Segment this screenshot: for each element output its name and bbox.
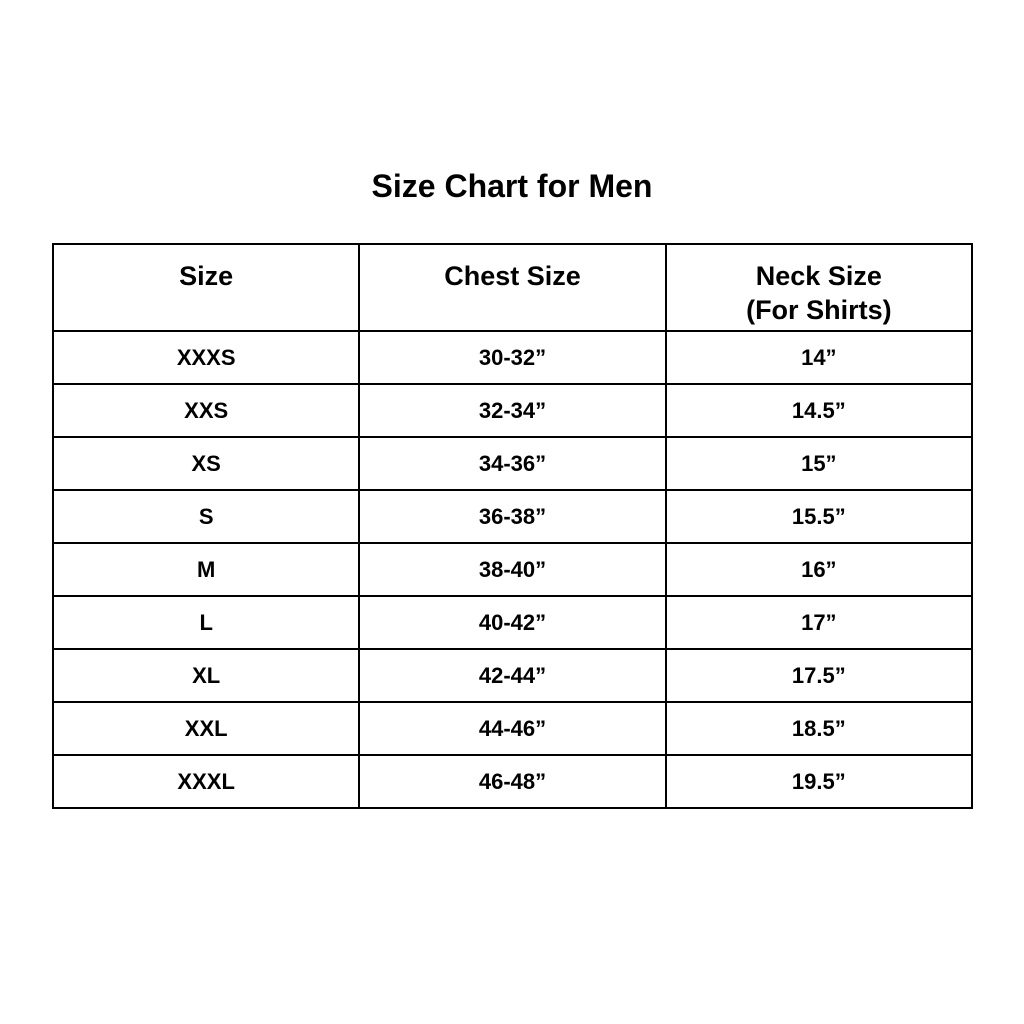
chest-size-cell: 46-48” (358, 754, 667, 809)
table-row: XXXL 46-48” 19.5” (51, 754, 974, 809)
header-size: Size (51, 243, 361, 332)
chest-size-cell: 34-36” (358, 436, 667, 491)
size-cell: XXL (51, 701, 361, 756)
table-row: XXL 44-46” 18.5” (51, 701, 974, 756)
chest-size-cell: 38-40” (358, 542, 667, 597)
size-cell: XXXL (51, 754, 361, 809)
table-row: XS 34-36” 15” (51, 436, 974, 491)
chest-size-cell: 42-44” (358, 648, 667, 703)
neck-size-cell: 17” (664, 595, 974, 650)
size-cell: XXS (51, 383, 361, 438)
chest-size-cell: 40-42” (358, 595, 667, 650)
chest-size-cell: 36-38” (358, 489, 667, 544)
table-row: XL 42-44” 17.5” (51, 648, 974, 703)
neck-size-cell: 19.5” (664, 754, 974, 809)
header-row: Size Chest Size Neck Size (For Shirts) (51, 243, 974, 332)
size-cell: XL (51, 648, 361, 703)
table-row: M 38-40” 16” (51, 542, 974, 597)
chest-size-cell: 32-34” (358, 383, 667, 438)
neck-size-cell: 15” (664, 436, 974, 491)
neck-size-cell: 17.5” (664, 648, 974, 703)
size-cell: S (51, 489, 361, 544)
neck-size-cell: 16” (664, 542, 974, 597)
table-row: XXXS 30-32” 14” (51, 330, 974, 385)
table-row: L 40-42” 17” (51, 595, 974, 650)
header-label: Size (179, 261, 234, 291)
neck-size-cell: 18.5” (664, 701, 974, 756)
neck-size-cell: 15.5” (664, 489, 974, 544)
size-chart-table: Size Chest Size Neck Size (For Shirts) XX… (51, 243, 974, 809)
header-label: Neck Size (755, 261, 882, 291)
table-row: XXS 32-34” 14.5” (51, 383, 974, 438)
size-cell: L (51, 595, 361, 650)
header-chest-size: Chest Size (358, 243, 667, 332)
size-cell: XS (51, 436, 361, 491)
size-cell: M (51, 542, 361, 597)
chest-size-cell: 30-32” (358, 330, 667, 385)
chest-size-cell: 44-46” (358, 701, 667, 756)
header-sublabel: (For Shirts) (746, 295, 892, 325)
size-cell: XXXS (51, 330, 361, 385)
table-row: S 36-38” 15.5” (51, 489, 974, 544)
neck-size-cell: 14” (664, 330, 974, 385)
header-label: Chest Size (444, 261, 581, 291)
header-neck-size: Neck Size (For Shirts) (664, 243, 974, 332)
neck-size-cell: 14.5” (664, 383, 974, 438)
page-title: Size Chart for Men (371, 168, 653, 204)
